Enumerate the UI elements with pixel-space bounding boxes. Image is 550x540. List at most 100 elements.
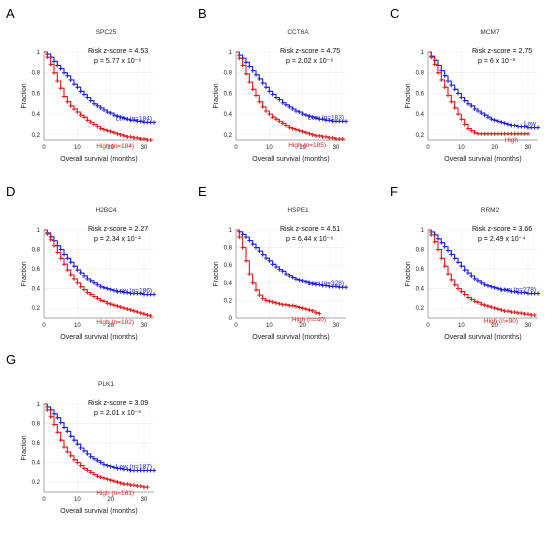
censor-mark: [145, 485, 150, 490]
censor-mark: [519, 311, 524, 316]
censor-mark: [108, 302, 113, 307]
censor-mark: [492, 306, 497, 311]
censor-mark: [82, 287, 86, 292]
censor-mark: [297, 128, 302, 133]
censor-mark: [479, 302, 484, 307]
panel-letter: C: [390, 6, 399, 21]
x-tick-label: 20: [299, 145, 306, 151]
censor-mark: [62, 94, 66, 99]
censor-mark: [58, 256, 63, 261]
censor-mark: [247, 80, 252, 85]
chart-panel-g: G PLK1 0 10 20 30 0.2 0.4 0.6 0.8 1 Overall surviva…: [6, 352, 156, 515]
censor-mark: [277, 267, 282, 272]
censor-mark: [112, 288, 116, 293]
y-tick-label: 0.6: [32, 91, 41, 97]
censor-mark: [479, 111, 484, 116]
chart-title: PLK1: [98, 381, 114, 388]
censor-mark: [290, 303, 295, 308]
low-group-label: Low (n=328): [308, 280, 344, 287]
censor-mark: [122, 116, 126, 121]
risk-score-label: Risk z-score = 4.51: [280, 226, 340, 233]
y-tick-label: 0.4: [224, 281, 233, 287]
y-tick-label: 0.2: [416, 133, 425, 139]
censor-mark: [88, 292, 93, 297]
censor-mark: [274, 301, 278, 306]
censor-mark: [98, 475, 103, 480]
censor-mark: [72, 276, 76, 281]
censor-mark: [290, 106, 295, 111]
censor-mark: [132, 118, 136, 123]
censor-mark: [506, 288, 510, 293]
x-tick-label: 30: [333, 323, 340, 329]
censor-mark: [267, 112, 272, 117]
censor-mark: [240, 245, 245, 250]
x-tick-label: 10: [266, 323, 273, 329]
censor-mark: [254, 245, 258, 250]
censor-mark: [270, 262, 275, 267]
censor-mark: [98, 284, 103, 289]
censor-mark: [105, 286, 110, 291]
chart-title: MCM7: [480, 29, 500, 36]
censor-mark: [128, 134, 133, 139]
censor-mark: [55, 63, 60, 68]
censor-mark: [257, 76, 262, 81]
y-axis-label: Fraction: [213, 83, 220, 108]
censor-mark: [314, 310, 318, 315]
censor-mark: [115, 289, 120, 294]
high-group-label: High (n=182): [96, 319, 134, 326]
censor-mark: [300, 112, 305, 117]
censor-mark: [436, 236, 440, 241]
censor-mark: [284, 123, 288, 128]
chart-panel-f: F RRM2 0 10 20 30 0.2 0.4 0.6 0.8 1 Overall surviva…: [390, 184, 540, 341]
censor-mark: [105, 128, 110, 133]
censor-mark: [102, 107, 106, 112]
censor-mark: [482, 113, 487, 118]
censor-mark: [446, 272, 450, 276]
censor-mark: [132, 309, 136, 314]
censor-mark: [138, 311, 143, 316]
censor-mark: [280, 121, 285, 126]
y-tick-label: 1: [37, 402, 41, 408]
chart-title: HSPE1: [287, 207, 309, 214]
y-tick-label: 0.6: [416, 267, 425, 273]
censor-mark: [479, 280, 484, 285]
censor-mark: [125, 290, 130, 295]
panel-letter: D: [6, 184, 15, 199]
chart-title: RRM2: [481, 207, 500, 214]
censor-mark: [442, 85, 447, 90]
censor-mark: [118, 305, 123, 310]
censor-mark: [476, 300, 480, 305]
risk-score-label: Risk z-score = 3.66: [472, 226, 532, 233]
censor-mark: [108, 464, 113, 469]
high-group-label: High: [505, 137, 519, 144]
censor-mark: [294, 109, 298, 114]
censor-mark: [442, 73, 447, 78]
censor-mark: [512, 123, 517, 128]
censor-mark: [284, 102, 288, 107]
censor-mark: [277, 97, 282, 102]
censor-mark: [462, 122, 467, 127]
censor-mark: [148, 314, 153, 319]
censor-mark: [290, 126, 295, 131]
censor-mark: [247, 64, 252, 69]
censor-mark: [502, 121, 507, 126]
censor-mark: [442, 244, 447, 249]
censor-mark: [82, 273, 86, 278]
censor-mark: [307, 114, 312, 119]
censor-mark: [452, 256, 457, 261]
censor-mark: [506, 122, 510, 127]
y-tick-label: 0.6: [416, 91, 425, 97]
censor-mark: [55, 78, 60, 83]
chart-panel-a: A SPC25 0 10 20 30 0.2 0.4 0.6 0.8 1 Overall surviv…: [6, 6, 156, 163]
censor-mark: [138, 291, 143, 296]
y-tick-label: 0.8: [416, 71, 425, 77]
censor-mark: [439, 240, 444, 245]
censor-mark: [62, 425, 66, 430]
censor-mark: [112, 479, 116, 484]
censor-mark: [270, 92, 275, 97]
censor-mark: [138, 484, 143, 489]
censor-mark: [118, 481, 123, 486]
x-tick-label: 30: [525, 323, 532, 329]
censor-mark: [58, 66, 63, 71]
censor-mark: [135, 310, 140, 315]
